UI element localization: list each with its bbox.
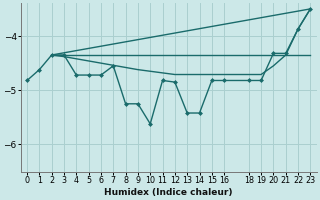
X-axis label: Humidex (Indice chaleur): Humidex (Indice chaleur) [104,188,233,197]
